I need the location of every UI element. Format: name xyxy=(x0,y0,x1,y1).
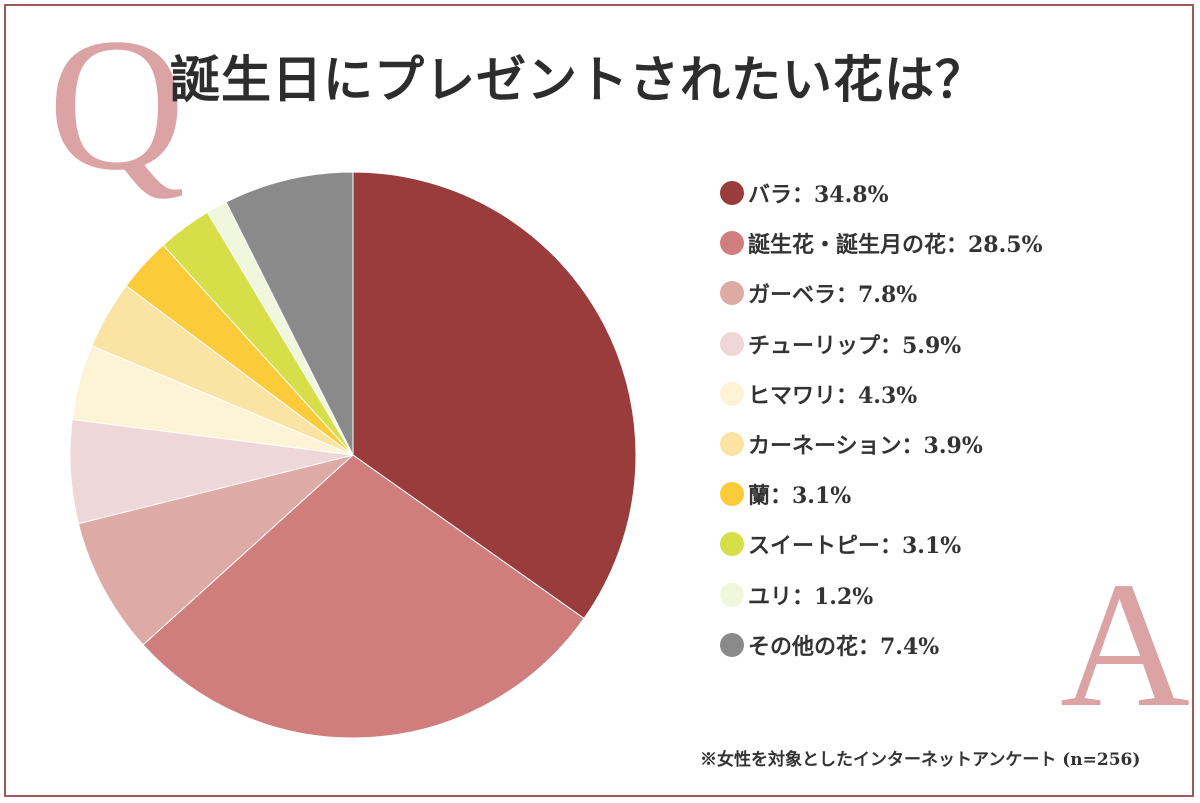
legend-label: ヒマワリ：4.3% xyxy=(748,382,918,409)
legend-swatch xyxy=(720,482,744,507)
survey-note: ※女性を対象としたインターネットアンケート (n=256) xyxy=(700,750,1141,770)
chart-title: 誕生日にプレゼントされたい花は？ xyxy=(170,50,986,109)
legend-item: チューリップ：5.9% xyxy=(720,319,1043,369)
legend-swatch xyxy=(720,231,744,256)
legend-label: バラ：34.8% xyxy=(748,182,889,209)
legend-item: 蘭：3.1% xyxy=(720,469,1043,519)
legend-swatch xyxy=(720,582,744,607)
legend-label: スイートピー：3.1% xyxy=(748,533,962,560)
pie-slice xyxy=(352,171,637,620)
legend-item: ユリ：1.2% xyxy=(720,570,1043,620)
legend-label: その他の花：7.4% xyxy=(748,633,940,660)
legend-swatch xyxy=(720,632,744,657)
legend-label: ユリ：1.2% xyxy=(748,583,874,610)
a-mark-logo: A xyxy=(1060,545,1190,744)
legend-swatch xyxy=(720,331,744,356)
legend-swatch xyxy=(720,381,744,406)
legend-item: バラ：34.8% xyxy=(720,168,1043,218)
legend-swatch xyxy=(720,532,744,557)
pie-slice xyxy=(225,171,354,456)
legend: バラ：34.8% 誕生花・誕生月の花：28.5% ガーベラ：7.8% チューリップ：5… xyxy=(720,168,1043,670)
legend-swatch xyxy=(720,432,744,457)
legend-item: ヒマワリ：4.3% xyxy=(720,369,1043,419)
legend-swatch xyxy=(720,181,744,206)
legend-label: 誕生花・誕生月の花：28.5% xyxy=(748,232,1043,259)
legend-label: ガーベラ：7.8% xyxy=(748,282,918,309)
legend-label: チューリップ：5.9% xyxy=(748,332,962,359)
legend-label: 蘭：3.1% xyxy=(748,483,852,510)
legend-item: 誕生花・誕生月の花：28.5% xyxy=(720,218,1043,268)
legend-swatch xyxy=(720,281,744,306)
pie-slice xyxy=(142,454,585,739)
legend-label: カーネーション：3.9% xyxy=(748,433,983,460)
chart-frame xyxy=(4,4,1194,797)
q-mark-logo: Q xyxy=(48,0,186,210)
legend-item: ガーベラ：7.8% xyxy=(720,268,1043,318)
legend-item: その他の花：7.4% xyxy=(720,620,1043,670)
pie-slice xyxy=(77,454,354,646)
legend-item: スイートピー：3.1% xyxy=(720,519,1043,569)
legend-item: カーネーション：3.9% xyxy=(720,419,1043,469)
